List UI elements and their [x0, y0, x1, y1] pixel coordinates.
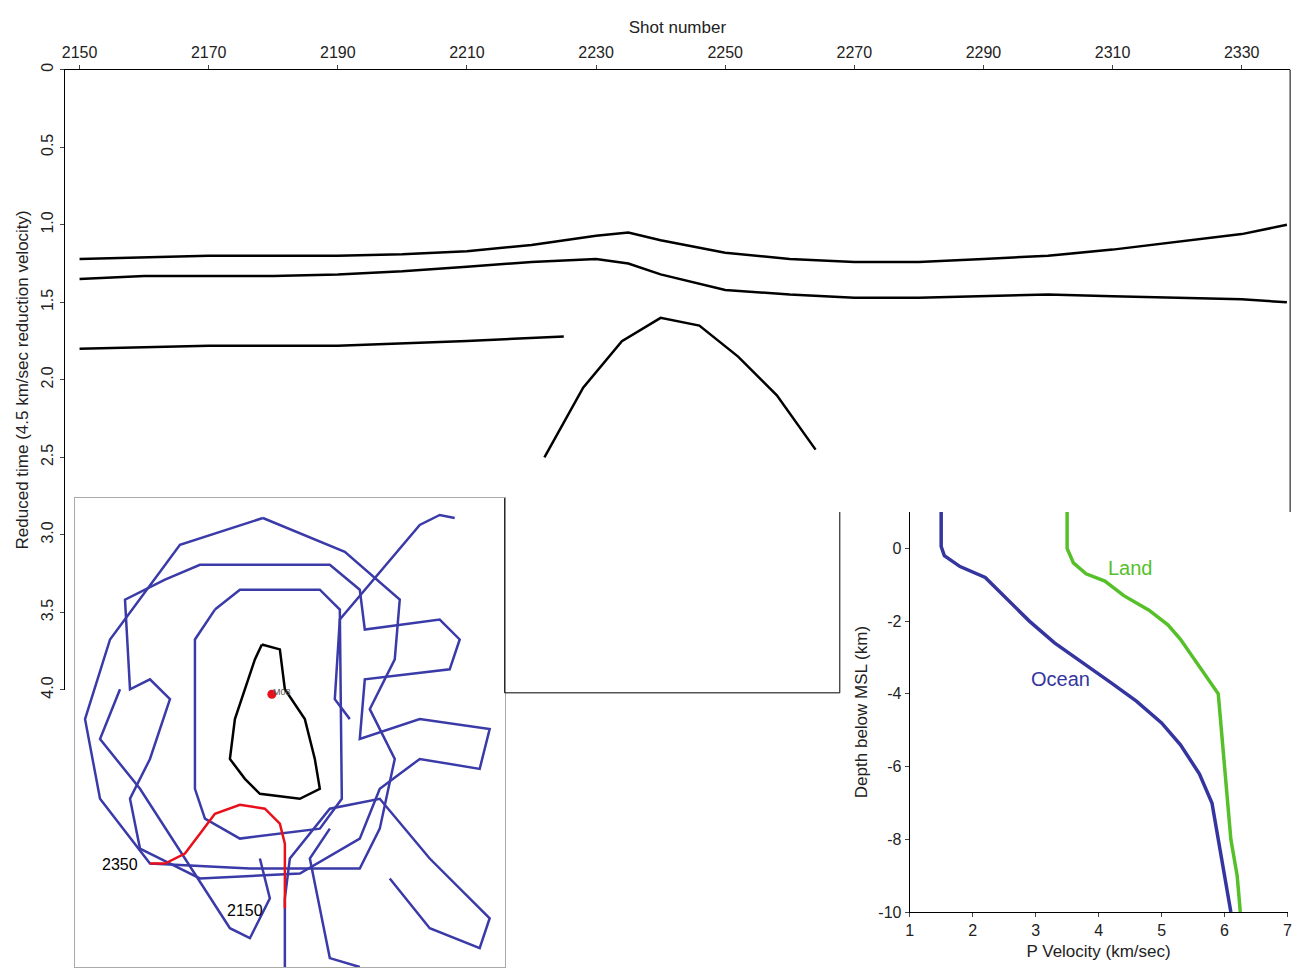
svg-text:Shot number: Shot number — [629, 18, 727, 37]
svg-text:2150: 2150 — [62, 44, 98, 61]
svg-text:2290: 2290 — [966, 44, 1002, 61]
svg-text:2330: 2330 — [1224, 44, 1260, 61]
svg-text:Land: Land — [1108, 557, 1153, 579]
svg-text:2.0: 2.0 — [39, 366, 56, 388]
svg-text:Ocean: Ocean — [1031, 668, 1090, 690]
svg-text:3.5: 3.5 — [39, 599, 56, 621]
svg-text:2350: 2350 — [102, 856, 138, 873]
svg-text:2270: 2270 — [837, 44, 873, 61]
svg-text:P Velocity (km/sec): P Velocity (km/sec) — [1026, 942, 1170, 961]
svg-text:2230: 2230 — [578, 44, 614, 61]
svg-text:2150: 2150 — [227, 902, 263, 919]
svg-text:1.5: 1.5 — [39, 289, 56, 311]
svg-text:3.0: 3.0 — [39, 521, 56, 543]
svg-text:2: 2 — [968, 922, 977, 939]
svg-text:-4: -4 — [887, 685, 901, 702]
svg-text:1.0: 1.0 — [39, 211, 56, 233]
svg-text:0: 0 — [39, 63, 56, 72]
svg-text:2190: 2190 — [320, 44, 356, 61]
svg-text:3: 3 — [1031, 922, 1040, 939]
svg-text:2170: 2170 — [191, 44, 227, 61]
svg-text:M08: M08 — [273, 687, 291, 697]
svg-text:-2: -2 — [887, 613, 901, 630]
svg-text:2.5: 2.5 — [39, 444, 56, 466]
svg-text:Reduced time (4.5 km/sec reduc: Reduced time (4.5 km/sec reduction veloc… — [13, 210, 32, 549]
svg-text:-10: -10 — [878, 904, 901, 921]
svg-text:2210: 2210 — [449, 44, 485, 61]
svg-text:Depth below MSL (km): Depth below MSL (km) — [852, 626, 871, 798]
svg-text:1: 1 — [905, 922, 914, 939]
svg-text:4: 4 — [1094, 922, 1103, 939]
svg-text:2310: 2310 — [1095, 44, 1131, 61]
svg-text:2250: 2250 — [707, 44, 743, 61]
svg-text:6: 6 — [1220, 922, 1229, 939]
svg-text:-6: -6 — [887, 758, 901, 775]
svg-text:7: 7 — [1283, 922, 1292, 939]
svg-text:0.5: 0.5 — [39, 134, 56, 156]
svg-text:0: 0 — [893, 540, 902, 557]
svg-text:5: 5 — [1157, 922, 1166, 939]
svg-text:-8: -8 — [887, 831, 901, 848]
svg-text:4.0: 4.0 — [39, 676, 56, 698]
